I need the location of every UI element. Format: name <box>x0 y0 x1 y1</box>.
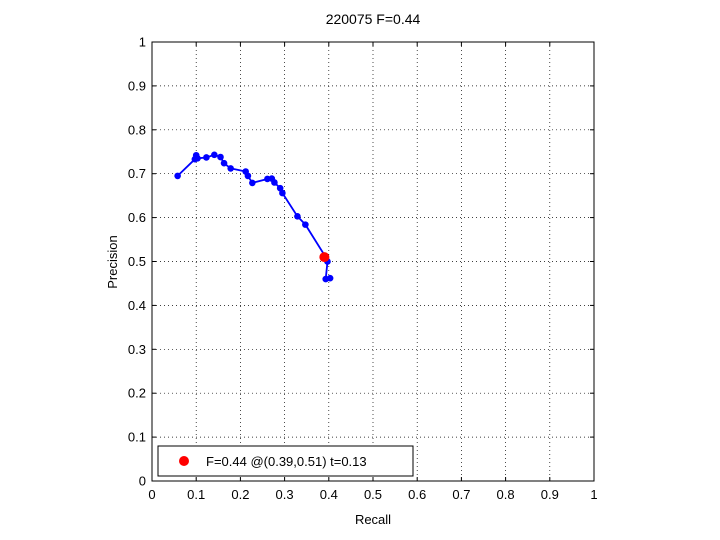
data-point <box>294 212 301 220</box>
data-point <box>326 274 334 282</box>
y-tick-label: 0.7 <box>128 166 146 181</box>
data-point <box>249 179 256 187</box>
data-point <box>302 221 309 228</box>
y-tick-label: 0.1 <box>128 430 146 445</box>
y-tick-label: 1 <box>139 35 146 50</box>
y-tick-label: 0.9 <box>128 78 146 93</box>
highlight-group <box>319 252 330 263</box>
x-tick-label: 0.2 <box>231 487 249 502</box>
y-tick-label: 0.6 <box>128 210 146 225</box>
legend-label: F=0.44 @(0.39,0.51) t=0.13 <box>206 454 367 469</box>
data-point <box>211 151 218 159</box>
x-tick-label: 0.4 <box>320 487 338 502</box>
legend-marker <box>179 456 189 466</box>
data-point <box>217 153 224 161</box>
data-point <box>227 165 234 172</box>
data-point <box>220 159 228 167</box>
axis-ticks: 0 0.1 0.2 0.3 0.4 0.5 0.6 0.7 0.8 0.9 1 0 0.1 0.2 0.3 0… <box>128 35 598 503</box>
x-tick-label: 0.8 <box>497 487 515 502</box>
grid-lines <box>152 42 594 481</box>
y-tick-label: 0.5 <box>128 254 146 269</box>
data-point <box>174 172 181 180</box>
best-f-point <box>319 252 330 263</box>
y-tick-label: 0.3 <box>128 342 146 357</box>
y-tick-label: 0.2 <box>128 386 146 401</box>
data-point <box>203 154 210 161</box>
y-axis-label: Precision <box>105 235 120 288</box>
legend: F=0.44 @(0.39,0.51) t=0.13 <box>157 445 414 477</box>
x-tick-label: 0.9 <box>541 487 559 502</box>
y-tick-label: 0.8 <box>128 122 146 137</box>
data-point <box>271 179 278 186</box>
x-tick-label: 0.6 <box>408 487 426 502</box>
x-tick-label: 1 <box>590 487 597 502</box>
x-axis-label: Recall <box>355 512 391 527</box>
x-tick-label: 0.1 <box>187 487 205 502</box>
y-tick-label: 0.4 <box>128 298 146 313</box>
data-point <box>244 172 252 180</box>
legend-box <box>157 445 414 477</box>
data-point <box>279 189 286 197</box>
x-tick-label: 0.7 <box>452 487 470 502</box>
x-tick-label: 0 <box>148 487 155 502</box>
chart-title: 220075 F=0.44 <box>326 11 421 27</box>
x-tick-label: 0.5 <box>364 487 382 502</box>
data-point <box>194 155 201 162</box>
y-tick-label: 0 <box>139 474 146 489</box>
x-tick-label: 0.3 <box>276 487 294 502</box>
